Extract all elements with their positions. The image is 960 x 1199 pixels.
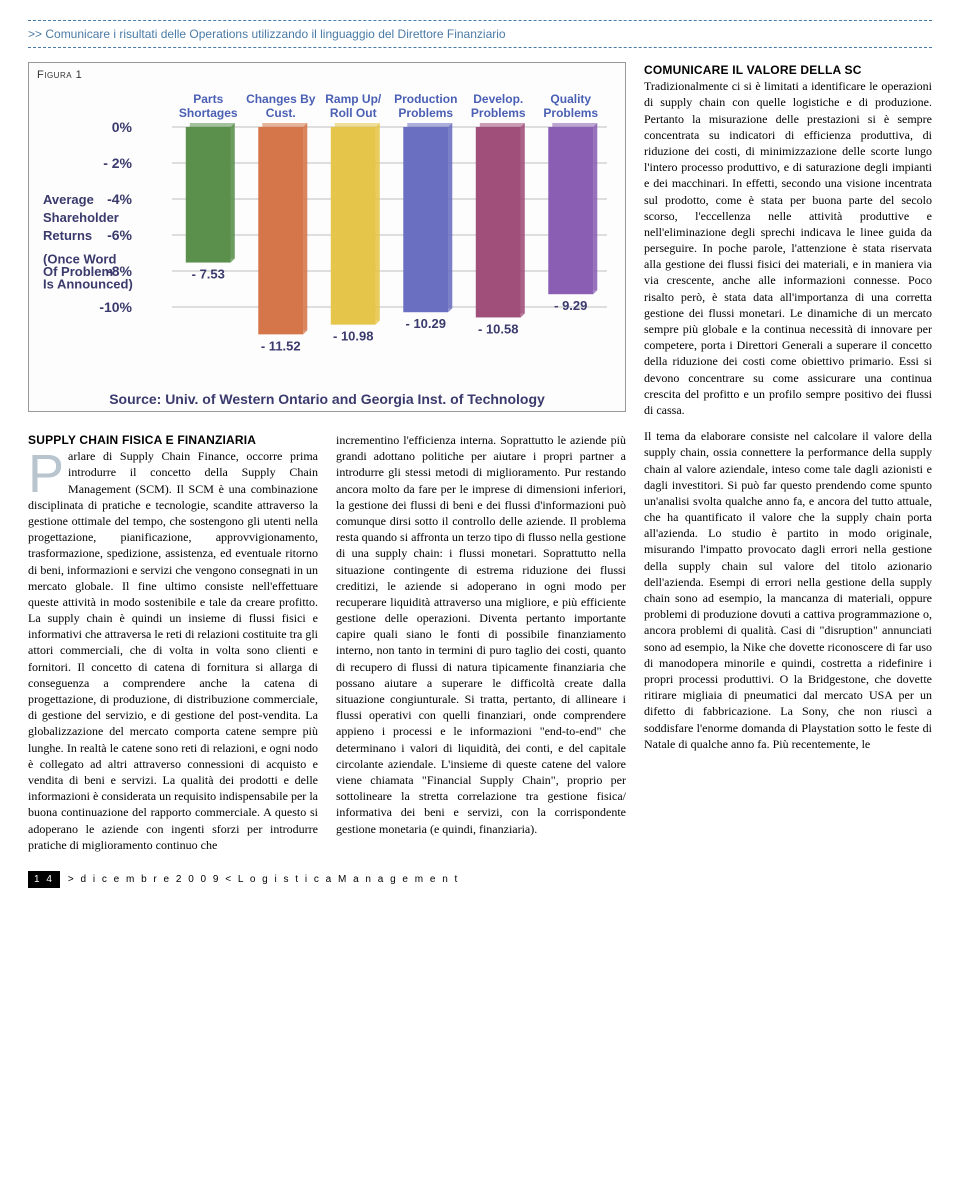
svg-text:Parts: Parts: [193, 92, 223, 106]
svg-text:Changes By: Changes By: [246, 92, 316, 106]
svg-text:Average: Average: [43, 192, 94, 207]
svg-text:-6%: -6%: [107, 227, 132, 243]
left-block: Figura 1 0%- 2%-4%-6%-8%-10%AverageShare…: [28, 62, 626, 853]
svg-text:Returns: Returns: [43, 228, 92, 243]
col2-body: incrementino l'efficienza interna. Sopra…: [336, 432, 626, 837]
col-3: COMUNICARE IL VALORE DELLA SC Tradiziona…: [644, 62, 932, 853]
svg-text:Production: Production: [394, 92, 457, 106]
col1-body: P arlare di Supply Chain Finance, occorr…: [28, 448, 318, 853]
footer: 1 4 > d i c e m b r e 2 0 0 9 < L o g i …: [28, 871, 932, 888]
svg-text:0%: 0%: [112, 119, 133, 135]
svg-text:Problems: Problems: [543, 106, 598, 120]
svg-text:Is Announced): Is Announced): [43, 277, 133, 292]
svg-text:- 9.29: - 9.29: [554, 298, 587, 313]
svg-text:Problems: Problems: [398, 106, 453, 120]
svg-text:Problems: Problems: [471, 106, 526, 120]
footer-text: > d i c e m b r e 2 0 0 9 < L o g i s t …: [68, 874, 459, 885]
chart-source: Source: Univ. of Western Ontario and Geo…: [37, 391, 617, 407]
svg-text:Develop.: Develop.: [473, 92, 523, 106]
col3-p1: Tradizionalmente ci si è limitati a iden…: [644, 78, 932, 418]
col-2: incrementino l'efficienza interna. Sopra…: [336, 432, 626, 853]
svg-text:-10%: -10%: [99, 299, 132, 315]
svg-text:- 10.98: - 10.98: [333, 329, 373, 344]
svg-text:Shortages: Shortages: [179, 106, 238, 120]
svg-text:Quality: Quality: [550, 92, 591, 106]
col-1: SUPPLY CHAIN FISICA E FINANZIARIA P arla…: [28, 432, 318, 853]
paragraph-gap: [644, 418, 932, 428]
svg-text:Cust.: Cust.: [266, 106, 296, 120]
svg-text:- 2%: - 2%: [103, 155, 132, 171]
figure-label: Figura 1: [37, 69, 617, 81]
header-title: >> Comunicare i risultati delle Operatio…: [28, 27, 506, 41]
two-col-text: SUPPLY CHAIN FISICA E FINANZIARIA P arla…: [28, 432, 626, 853]
col1-title: SUPPLY CHAIN FISICA E FINANZIARIA: [28, 432, 318, 448]
figure-1: Figura 1 0%- 2%-4%-6%-8%-10%AverageShare…: [28, 62, 626, 412]
svg-text:Shareholder: Shareholder: [43, 210, 119, 225]
svg-text:- 10.29: - 10.29: [406, 316, 446, 331]
col1-lead: arlare di Supply Chain Finance, occorre …: [28, 449, 318, 852]
svg-text:Ramp Up/: Ramp Up/: [325, 92, 382, 106]
svg-text:-4%: -4%: [107, 191, 132, 207]
page-number: 1 4: [28, 871, 60, 888]
col3-p2: Il tema da elaborare consiste nel calcol…: [644, 428, 932, 752]
svg-text:- 11.52: - 11.52: [261, 338, 301, 353]
svg-text:Roll Out: Roll Out: [330, 106, 377, 120]
svg-text:- 7.53: - 7.53: [192, 267, 225, 282]
dropcap: P: [28, 448, 68, 496]
header-band: >> Comunicare i risultati delle Operatio…: [28, 20, 932, 48]
svg-text:- 10.58: - 10.58: [478, 321, 518, 336]
bar-chart: 0%- 2%-4%-6%-8%-10%AverageShareholderRet…: [37, 85, 617, 385]
col3-title: COMUNICARE IL VALORE DELLA SC: [644, 63, 862, 77]
main-layout: Figura 1 0%- 2%-4%-6%-8%-10%AverageShare…: [28, 62, 932, 853]
